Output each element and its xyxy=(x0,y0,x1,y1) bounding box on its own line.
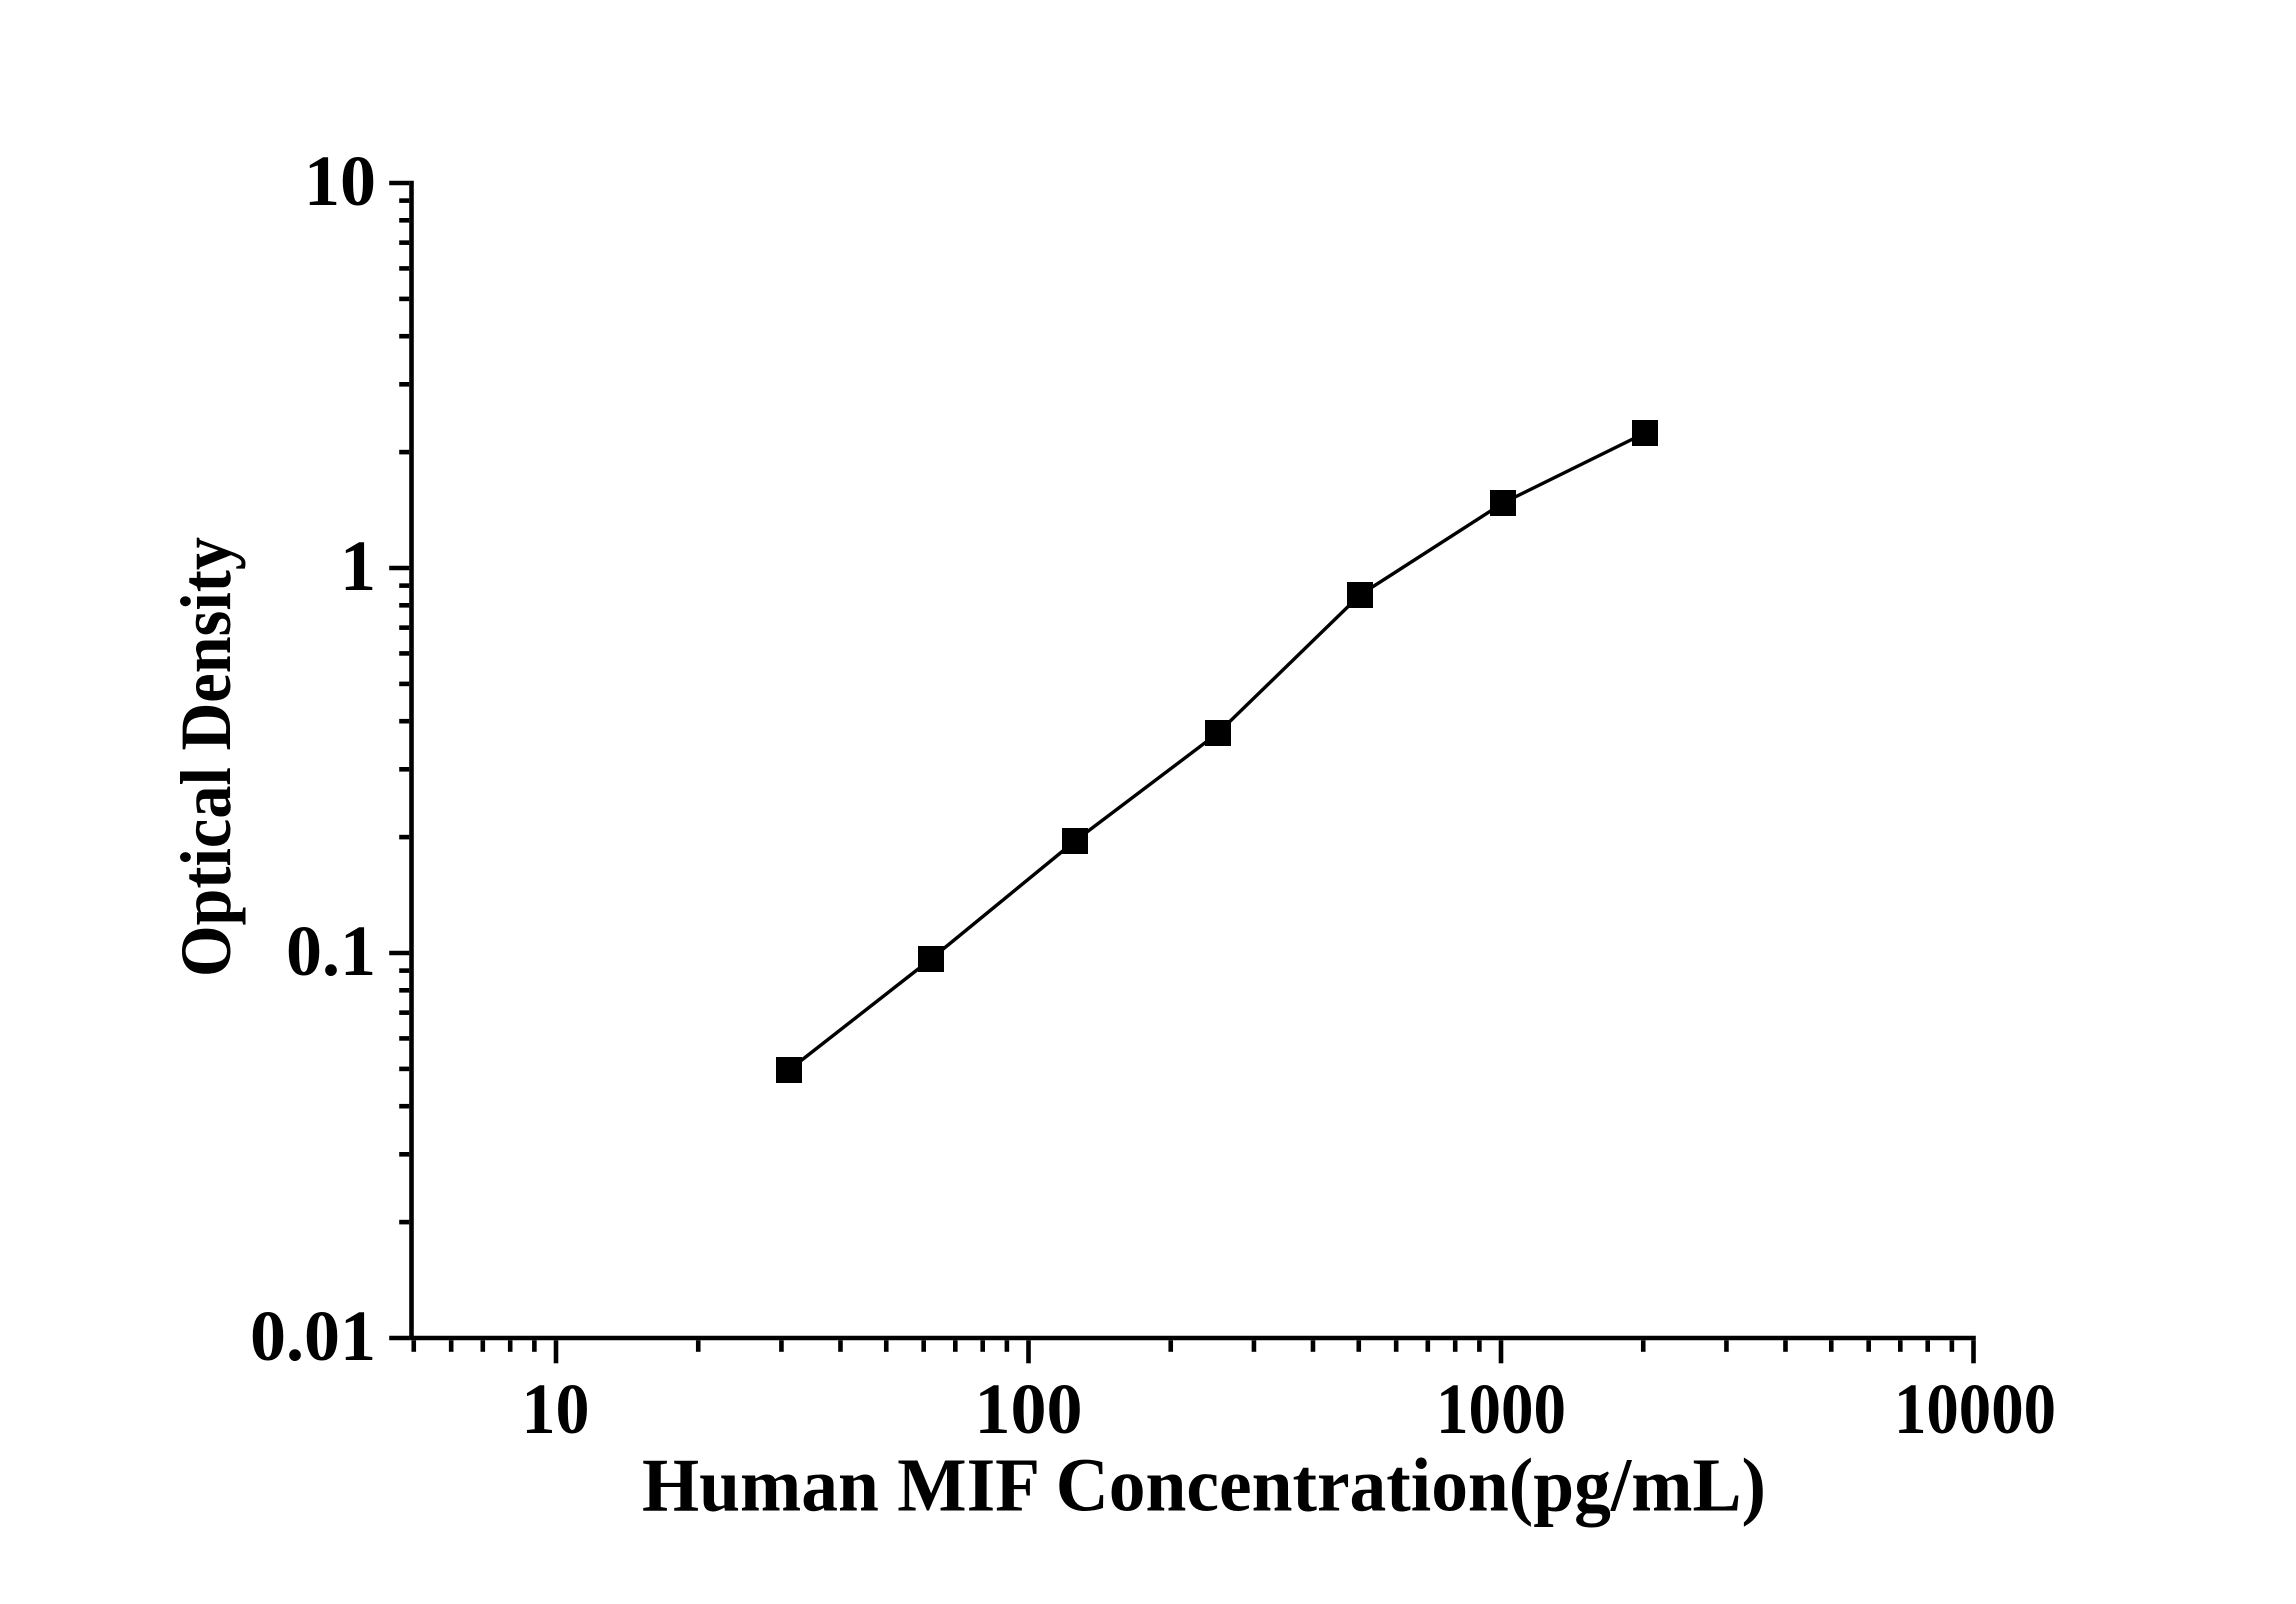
svg-text:10000: 10000 xyxy=(1894,1369,2056,1449)
svg-text:0.1: 0.1 xyxy=(286,911,376,991)
svg-text:Human MIF Concentration(pg/mL): Human MIF Concentration(pg/mL) xyxy=(642,1444,1766,1528)
svg-text:1: 1 xyxy=(340,526,376,606)
svg-text:10: 10 xyxy=(304,141,376,221)
svg-text:100: 100 xyxy=(975,1369,1083,1449)
svg-text:10: 10 xyxy=(522,1369,590,1449)
svg-text:Optical Density: Optical Density xyxy=(166,537,246,977)
svg-text:0.01: 0.01 xyxy=(250,1296,376,1376)
svg-text:1000: 1000 xyxy=(1436,1369,1566,1449)
